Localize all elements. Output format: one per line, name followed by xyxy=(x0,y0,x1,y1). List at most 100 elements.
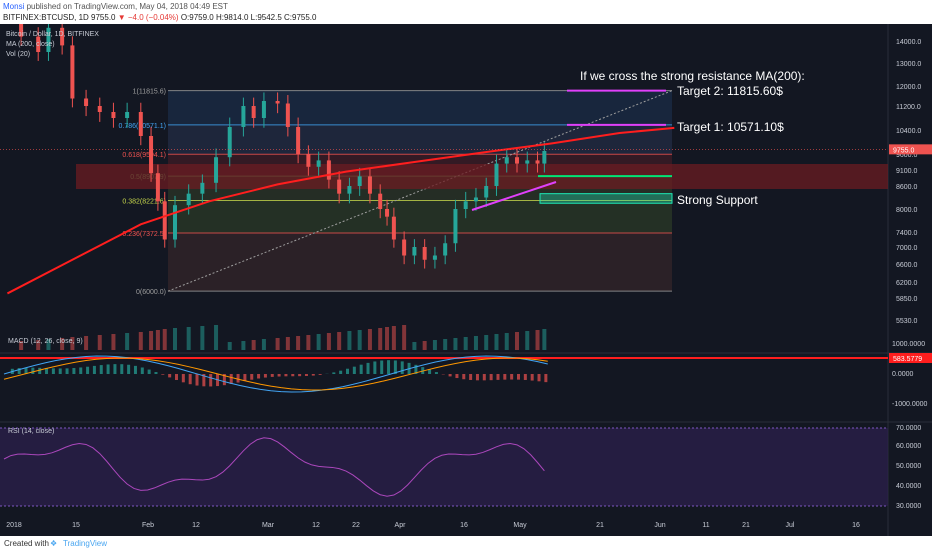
candle-body xyxy=(36,36,41,52)
volume-bar xyxy=(70,337,75,350)
price-tick-label: 10400.0 xyxy=(896,128,921,135)
macd-histogram-bar xyxy=(45,368,49,374)
volume-bar xyxy=(326,333,331,350)
time-tick-label: 16 xyxy=(852,522,860,529)
macd-histogram-bar xyxy=(202,374,206,387)
candle-body xyxy=(162,201,167,240)
time-tick-label: 21 xyxy=(596,522,604,529)
rsi-tick-label: 50.0000 xyxy=(896,463,921,470)
candle-body xyxy=(494,163,499,186)
fib-label: 0.618(9594.1) xyxy=(122,152,166,159)
author-link[interactable]: Monsi xyxy=(3,2,25,11)
macd-histogram-bar xyxy=(373,361,377,374)
macd-histogram-bar xyxy=(92,365,96,374)
volume-bar xyxy=(125,333,130,350)
fib-label: 0.236(7372.5) xyxy=(122,231,166,238)
macd-histogram-bar xyxy=(455,374,459,379)
rsi-tick-label: 40.0000 xyxy=(896,483,921,490)
volume-bar xyxy=(60,338,65,350)
price-tick-label: 9600.0 xyxy=(896,152,918,159)
volume-bar xyxy=(306,335,311,350)
macd-histogram-bar xyxy=(175,374,178,381)
candle-body xyxy=(97,106,102,112)
candle-body xyxy=(542,151,547,164)
candle-body xyxy=(525,160,530,164)
price-tick-label: 7400.0 xyxy=(896,230,918,237)
tradingview-brand[interactable]: TradingView xyxy=(63,539,108,548)
macd-histogram-bar xyxy=(475,374,479,381)
candle-body xyxy=(241,106,246,127)
macd-histogram-bar xyxy=(257,374,261,379)
volume-bar xyxy=(251,340,256,350)
macd-histogram-bar xyxy=(380,360,384,374)
volume-bar xyxy=(261,339,266,350)
macd-histogram-bar xyxy=(523,374,527,380)
volume-bar xyxy=(385,327,390,350)
macd-level-tag-label: 583.5779 xyxy=(893,356,922,363)
ma200-line xyxy=(6,126,675,295)
volume-bar xyxy=(357,330,362,350)
macd-histogram-bar xyxy=(127,364,131,374)
macd-histogram-bar xyxy=(120,364,124,374)
candle-body xyxy=(84,98,89,106)
volume-bar xyxy=(138,332,143,350)
macd-histogram-bar xyxy=(243,374,247,382)
volume-bar xyxy=(391,326,396,350)
volume-bar xyxy=(535,330,540,350)
macd-histogram-bar xyxy=(304,374,308,376)
resistance-zone xyxy=(76,164,888,189)
macd-histogram-bar xyxy=(86,366,90,374)
volume-bar xyxy=(241,341,246,350)
macd-histogram-bar xyxy=(270,374,274,377)
macd-line xyxy=(3,355,548,393)
candle-body xyxy=(515,157,519,164)
macd-histogram-bar xyxy=(537,374,541,382)
rsi-label: RSI (14, close) xyxy=(8,428,54,435)
candle-body xyxy=(412,247,417,256)
candle-body xyxy=(214,157,219,183)
macd-tick-label: 1000.0000 xyxy=(892,341,925,348)
macd-histogram-bar xyxy=(250,374,254,380)
candle-body xyxy=(173,205,177,240)
chart-svg[interactable]: 1(11815.6)0.786(10571.1)0.618(9594.1)0.5… xyxy=(0,24,932,536)
volume-bar xyxy=(367,329,372,350)
candle-body xyxy=(316,160,321,167)
candle-body xyxy=(378,193,383,209)
rsi-tick-label: 60.0000 xyxy=(896,443,921,450)
time-tick-label: 12 xyxy=(192,522,200,529)
macd-histogram-bar xyxy=(284,374,288,377)
candle-body xyxy=(46,27,51,52)
macd-histogram-bar xyxy=(503,374,507,380)
last-price: 9755.0 xyxy=(91,13,116,22)
macd-histogram-bar xyxy=(140,367,144,374)
macd-histogram-bar xyxy=(31,367,35,374)
macd-histogram-bar xyxy=(414,364,418,374)
macd-histogram-bar xyxy=(482,374,486,381)
candle-body xyxy=(200,182,205,194)
chart-title: Bitcoin / Dollar, 1D, BITFINEX xyxy=(6,31,99,38)
candle-body xyxy=(326,160,331,180)
macd-histogram-bar xyxy=(24,367,28,374)
tradingview-logo-icon[interactable]: ❖ xyxy=(50,539,58,548)
candle-body xyxy=(367,176,372,194)
volume-bar xyxy=(162,329,167,350)
vol-label: Vol (20) xyxy=(6,51,30,58)
volume-bar xyxy=(46,339,51,350)
chart-area[interactable]: 1(11815.6)0.786(10571.1)0.618(9594.1)0.5… xyxy=(0,24,932,536)
volume-bar xyxy=(200,326,205,350)
price-tick-label: 14000.0 xyxy=(896,39,921,46)
candle-body xyxy=(70,45,75,99)
price-tick-label: 5530.0 xyxy=(896,318,918,325)
volume-bar xyxy=(155,330,160,350)
time-tick-label: 11 xyxy=(702,522,709,529)
last-price-tag xyxy=(889,144,932,155)
time-tick-label: 21 xyxy=(742,522,750,529)
candle-body xyxy=(111,112,116,118)
time-tick-label: 12 xyxy=(312,522,320,529)
volume-bar xyxy=(19,341,24,350)
price-tick-label: 8000.0 xyxy=(896,207,918,214)
macd-histogram-bar xyxy=(346,368,349,374)
time-tick-label: Mar xyxy=(262,522,275,529)
ma-label: MA (200, close) xyxy=(6,41,55,48)
price-tick-label: 7000.0 xyxy=(896,245,918,252)
